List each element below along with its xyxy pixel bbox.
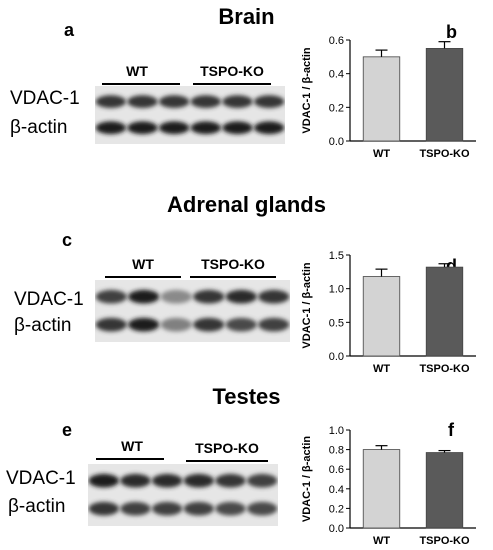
bar-wt — [362, 276, 401, 357]
blot-band-actin-3 — [160, 317, 192, 332]
blot-label-vdac1: VDAC-1 — [6, 468, 76, 489]
x-tick-label-tspo-ko: TSPO-KO — [419, 363, 470, 375]
blot-band-actin-2 — [127, 121, 158, 135]
bar-chart-adrenal: VDAC-1 / β-actin 0.0 0.5 1.0 1.5 WT TSPO-KO — [301, 250, 476, 375]
blot-band-actin-5 — [222, 121, 253, 135]
panel-letter-b: b — [446, 22, 457, 42]
y-tick-label: 0.8 — [329, 445, 344, 457]
blot-band-actin-4 — [193, 317, 225, 332]
blot-band-actin-3 — [151, 501, 183, 516]
group-label-wt: WT — [126, 63, 148, 79]
group-label-tspo-ko: TSPO-KO — [195, 440, 259, 456]
x-tick-label-wt: WT — [373, 148, 390, 160]
blot-band-actin-6 — [258, 317, 290, 332]
blot-band-vdac-5 — [215, 473, 246, 488]
blot-band-vdac-2 — [120, 473, 151, 488]
x-tick-label-wt: WT — [373, 535, 390, 547]
bar-tspo-ko — [425, 452, 464, 529]
western-blot-adrenal — [95, 280, 290, 342]
bar-chart-brain: VDAC-1 / β-actin 0.0 0.2 0.4 0.6 WT TSPO-KO — [301, 35, 476, 160]
blot-band-vdac-2 — [128, 289, 160, 304]
y-tick-label: 0.6 — [329, 35, 344, 47]
y-tick-label: 0.4 — [329, 69, 344, 81]
blot-band-vdac-1 — [88, 473, 120, 488]
blot-band-actin-3 — [158, 121, 190, 135]
panel-letter-c: c — [62, 230, 73, 250]
y-tick-label: 1.5 — [329, 250, 344, 262]
blot-band-actin-4 — [190, 121, 222, 135]
blot-band-vdac-3 — [160, 289, 192, 304]
y-tick-label: 0.4 — [329, 484, 344, 496]
bar-tspo-ko — [425, 266, 464, 357]
blot-band-actin-5 — [215, 501, 246, 516]
blot-label-beta-actin: β-actin — [10, 117, 68, 138]
blot-band-vdac-5 — [225, 289, 257, 304]
blot-label-beta-actin: β-actin — [14, 315, 72, 336]
y-tick-label: 0.2 — [329, 503, 344, 515]
y-tick-label: 1.0 — [329, 284, 344, 296]
panel-letter-a: a — [64, 20, 75, 40]
y-axis-label: VDAC-1 / β-actin — [301, 436, 313, 522]
section-title-brain: Brain — [218, 4, 275, 29]
blot-band-actin-2 — [128, 317, 160, 332]
blot-label-vdac1: VDAC-1 — [14, 289, 84, 310]
blot-band-vdac-2 — [127, 95, 158, 109]
blot-band-actin-1 — [95, 121, 127, 135]
group-label-tspo-ko: TSPO-KO — [200, 63, 264, 79]
blot-band-actin-1 — [95, 317, 127, 332]
bar-tspo-ko — [425, 48, 464, 142]
panel-letter-e: e — [62, 420, 73, 440]
y-tick-label: 0.0 — [329, 523, 344, 535]
y-tick-label: 0.2 — [329, 102, 344, 114]
blot-band-vdac-6 — [246, 473, 278, 488]
western-blot-testes — [88, 464, 278, 526]
group-label-wt: WT — [121, 438, 143, 454]
y-axis-label: VDAC-1 / β-actin — [301, 262, 313, 348]
x-tick-label-tspo-ko: TSPO-KO — [419, 148, 470, 160]
blot-band-vdac-5 — [222, 95, 253, 109]
blot-band-vdac-4 — [183, 473, 215, 488]
western-blot-brain — [95, 86, 285, 144]
group-line-tspo-ko — [193, 83, 271, 85]
y-tick-label: 0.0 — [329, 136, 344, 148]
group-line-tspo-ko — [190, 276, 276, 278]
group-line-wt — [96, 458, 164, 460]
blot-band-vdac-3 — [158, 95, 190, 109]
panel-letter-d: d — [446, 256, 457, 276]
group-line-wt — [105, 276, 181, 278]
y-tick-label: 1.0 — [329, 425, 344, 437]
blot-band-actin-2 — [120, 501, 151, 516]
blot-band-vdac-1 — [95, 95, 127, 109]
section-title-adrenal-glands: Adrenal glands — [167, 192, 326, 217]
blot-band-vdac-3 — [151, 473, 183, 488]
bar-chart-testes: VDAC-1 / β-actin 0.0 0.2 0.4 0.6 0.8 1.0 WT TSPO… — [301, 425, 476, 547]
x-tick-label-tspo-ko: TSPO-KO — [419, 535, 470, 547]
blot-label-beta-actin: β-actin — [8, 496, 66, 517]
bar-wt — [362, 56, 401, 142]
blot-band-vdac-1 — [95, 289, 127, 304]
group-line-tspo-ko — [186, 460, 268, 462]
group-label-tspo-ko: TSPO-KO — [201, 256, 265, 272]
y-axis-label: VDAC-1 / β-actin — [301, 47, 313, 133]
y-tick-label: 0.5 — [329, 317, 344, 329]
blot-band-vdac-6 — [253, 95, 285, 109]
blot-band-vdac-4 — [193, 289, 225, 304]
group-line-wt — [102, 83, 180, 85]
blot-label-vdac1: VDAC-1 — [10, 88, 80, 109]
blot-band-actin-6 — [246, 501, 278, 516]
y-tick-label: 0.6 — [329, 464, 344, 476]
group-label-wt: WT — [132, 256, 154, 272]
section-title-testes: Testes — [212, 384, 281, 409]
y-tick-label: 0.0 — [329, 351, 344, 363]
blot-band-actin-4 — [183, 501, 215, 516]
blot-band-actin-1 — [88, 501, 120, 516]
blot-band-actin-5 — [225, 317, 257, 332]
blot-band-actin-6 — [253, 121, 285, 135]
bar-wt — [362, 449, 401, 529]
blot-band-vdac-6 — [258, 289, 290, 304]
x-tick-label-wt: WT — [373, 363, 390, 375]
blot-band-vdac-4 — [190, 95, 222, 109]
panel-letter-f: f — [448, 420, 454, 440]
